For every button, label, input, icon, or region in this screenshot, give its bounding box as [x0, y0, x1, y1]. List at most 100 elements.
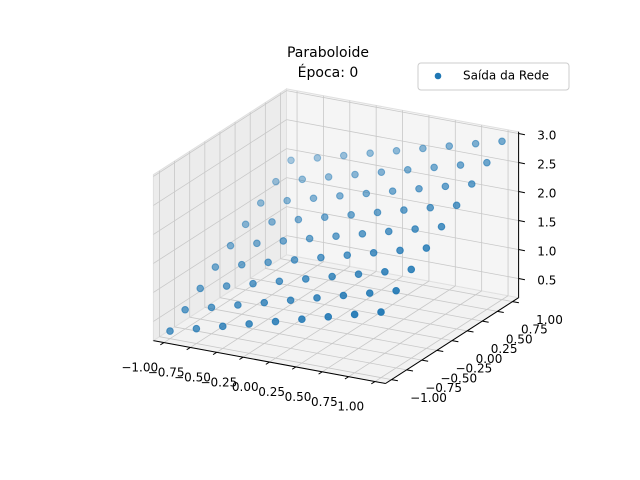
grid-line — [174, 326, 407, 371]
point — [207, 303, 216, 312]
y-tick — [436, 349, 444, 353]
y-tick-label: 0.75 — [521, 323, 548, 337]
point — [218, 322, 227, 331]
z-tick — [518, 162, 526, 165]
grid-line — [286, 235, 519, 279]
point — [166, 327, 174, 335]
grid-line — [280, 258, 513, 302]
point — [264, 258, 272, 267]
point — [437, 222, 446, 231]
grid-line — [153, 148, 287, 235]
point — [253, 239, 261, 248]
point — [279, 237, 288, 245]
point — [249, 279, 257, 288]
grid-line — [286, 177, 519, 221]
point — [347, 211, 355, 219]
point — [498, 137, 506, 146]
point — [422, 244, 431, 252]
chart-subtitle: Época: 0 — [298, 64, 359, 81]
point — [286, 296, 295, 305]
point — [332, 232, 340, 240]
point — [377, 308, 385, 316]
point — [234, 301, 242, 309]
point — [283, 196, 291, 205]
y-tick-label: 0.50 — [506, 332, 533, 346]
y-tick-label: −0.25 — [455, 362, 492, 376]
z-tick-label: 0.5 — [537, 273, 556, 287]
z-tick — [518, 133, 526, 136]
grid-line — [153, 206, 287, 293]
x-tick-label: 1.00 — [337, 400, 364, 414]
point — [415, 184, 423, 193]
grid-line — [219, 297, 453, 341]
point — [396, 246, 404, 255]
point — [317, 253, 325, 262]
x-tick-label: 0.50 — [285, 390, 312, 404]
grid-line — [204, 307, 437, 351]
point — [320, 213, 329, 222]
x-tick-label: −0.50 — [174, 370, 211, 384]
point — [298, 315, 306, 324]
point — [354, 270, 363, 278]
point — [309, 194, 318, 203]
y-tick — [451, 340, 459, 343]
point — [211, 263, 220, 271]
point — [452, 201, 461, 210]
grid-line — [189, 316, 422, 361]
point — [196, 284, 205, 293]
point — [324, 173, 333, 181]
grid-line — [286, 90, 519, 134]
point — [222, 282, 231, 290]
point — [373, 208, 382, 217]
z-tick-label: 3.0 — [537, 128, 556, 142]
grid-line — [286, 148, 519, 192]
x-tick-label: −1.00 — [121, 361, 158, 375]
point — [290, 256, 299, 264]
point — [272, 177, 280, 186]
z-tick — [518, 220, 526, 223]
point — [445, 142, 454, 150]
grid-line — [235, 287, 468, 332]
legend-marker — [434, 72, 442, 80]
point — [339, 291, 348, 300]
y-tick — [467, 330, 474, 333]
point — [287, 156, 295, 165]
point — [419, 144, 427, 153]
z-tick-label: 2.5 — [537, 157, 556, 171]
grid-line — [153, 177, 287, 264]
point — [275, 277, 284, 286]
point — [381, 267, 389, 276]
grid-line — [153, 119, 287, 206]
z-tick — [518, 278, 526, 281]
point — [358, 230, 367, 238]
point — [181, 305, 189, 314]
point — [268, 218, 276, 226]
point — [471, 139, 480, 148]
point — [467, 180, 476, 188]
point — [192, 324, 201, 333]
z-tick — [518, 249, 526, 252]
point — [388, 187, 397, 195]
point — [241, 220, 250, 229]
x-axis — [153, 340, 386, 384]
x-tick-label: −0.25 — [200, 375, 237, 389]
point — [245, 320, 253, 328]
y-tick — [512, 301, 519, 304]
point — [324, 313, 333, 321]
z-tick-label: 2.0 — [537, 186, 556, 200]
grid-line — [286, 119, 519, 163]
point — [392, 286, 400, 295]
point — [260, 298, 269, 307]
point — [226, 241, 235, 250]
x-tick-label: 0.00 — [232, 380, 259, 394]
chart-title: Paraboloide — [287, 45, 369, 61]
point — [384, 227, 393, 236]
point — [456, 161, 465, 169]
point — [328, 272, 336, 281]
point — [403, 165, 412, 174]
point — [411, 225, 419, 233]
point — [351, 170, 359, 179]
point — [336, 192, 344, 200]
point — [483, 158, 491, 167]
